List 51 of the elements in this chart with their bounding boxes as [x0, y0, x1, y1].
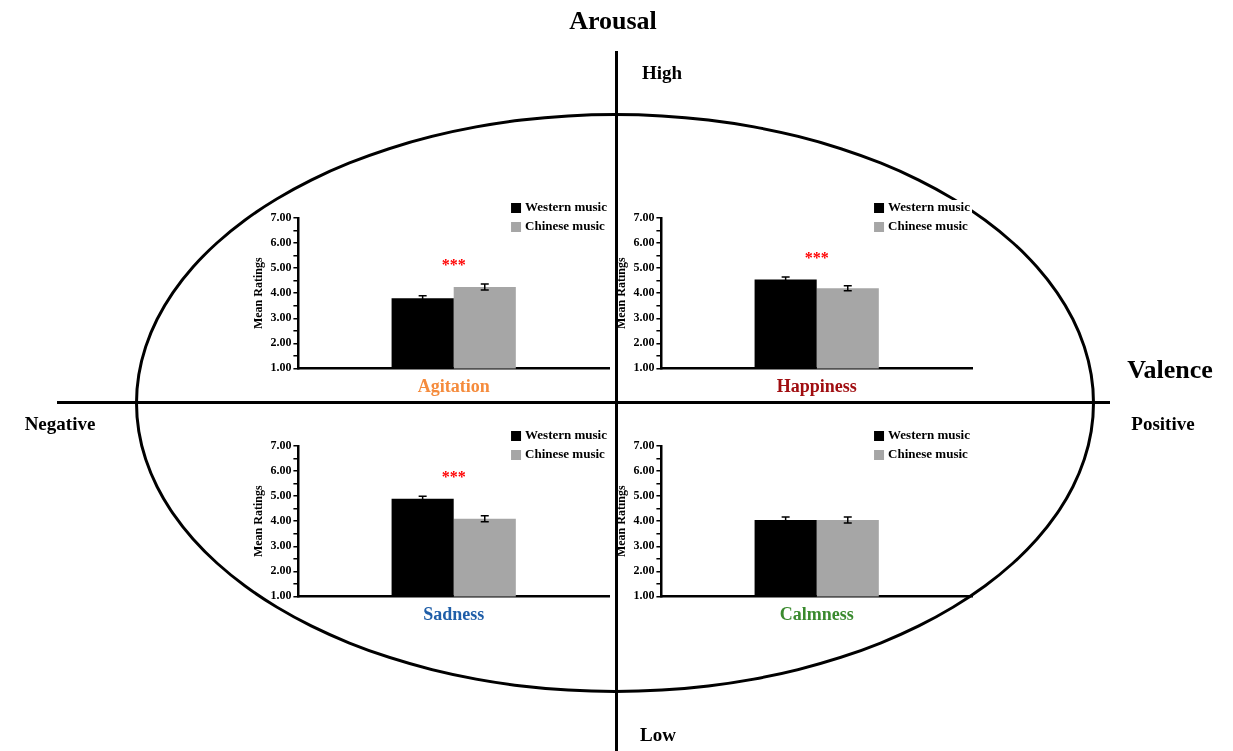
- x-axis-title: Sadness: [423, 603, 485, 624]
- y-tick-label: 4.00: [633, 285, 655, 300]
- y-tick-label: 1.00: [270, 588, 292, 603]
- text: Arousal: [567, 6, 659, 36]
- legend-label: Chinese music: [525, 446, 606, 462]
- legend-label: Western music: [525, 427, 608, 443]
- y-tick-label: 6.00: [633, 463, 655, 478]
- y-axis-title: Mean Ratings: [251, 257, 266, 330]
- y-axis-title: Mean Ratings: [251, 485, 266, 558]
- text: High: [639, 62, 685, 84]
- x-axis-title: Calmness: [779, 603, 854, 624]
- y-tick-label: 5.00: [633, 260, 655, 275]
- x-axis-title: Happiness: [776, 375, 857, 396]
- legend-label: Western music: [525, 199, 608, 215]
- y-tick-label: 1.00: [633, 360, 655, 375]
- legend-label: Western music: [888, 199, 971, 215]
- y-tick-label: 3.00: [270, 310, 292, 325]
- annotation: ***: [441, 256, 466, 274]
- y-tick-label: 6.00: [270, 463, 292, 478]
- y-tick-label: 4.00: [270, 513, 292, 528]
- y-tick-label: 7.00: [633, 438, 655, 453]
- legend-label: Chinese music: [888, 218, 969, 234]
- y-tick-label: 5.00: [633, 488, 655, 503]
- y-tick-label: 5.00: [270, 260, 292, 275]
- y-tick-label: 2.00: [270, 335, 292, 350]
- y-tick-label: 3.00: [633, 538, 655, 553]
- y-tick-label: 2.00: [270, 563, 292, 578]
- y-tick-label: 3.00: [270, 538, 292, 553]
- x-axis-title: Agitation: [417, 375, 490, 396]
- y-tick-label: 1.00: [633, 588, 655, 603]
- text: Negative: [22, 413, 98, 435]
- legend-label: Western music: [888, 427, 971, 443]
- text: Valence: [1125, 355, 1215, 385]
- y-tick-label: 6.00: [270, 235, 292, 250]
- y-tick-label: 3.00: [633, 310, 655, 325]
- y-tick-label: 2.00: [633, 563, 655, 578]
- y-tick-label: 4.00: [633, 513, 655, 528]
- y-tick-label: 6.00: [633, 235, 655, 250]
- y-tick-label: 7.00: [270, 438, 292, 453]
- legend-label: Chinese music: [525, 218, 606, 234]
- y-tick-label: 7.00: [270, 210, 292, 225]
- y-tick-label: 4.00: [270, 285, 292, 300]
- legend-label: Chinese music: [888, 446, 969, 462]
- text: Positive: [1129, 413, 1197, 435]
- y-tick-label: 7.00: [633, 210, 655, 225]
- y-tick-label: 2.00: [633, 335, 655, 350]
- y-tick-label: 5.00: [270, 488, 292, 503]
- y-tick-label: 1.00: [270, 360, 292, 375]
- text: Low: [638, 724, 678, 746]
- annotation: ***: [441, 468, 466, 486]
- annotation: ***: [804, 249, 829, 267]
